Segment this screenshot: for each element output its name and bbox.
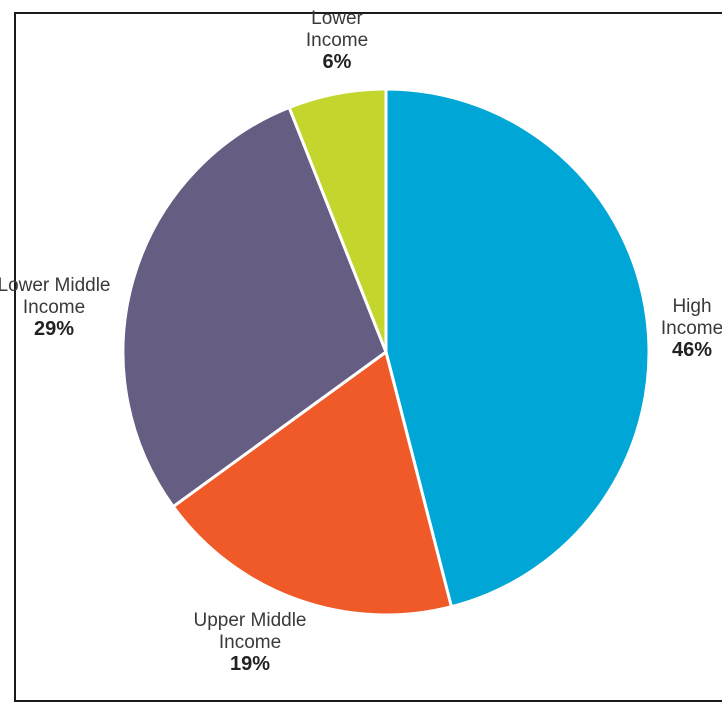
slice-label-text: Income — [23, 297, 85, 318]
pie-slices — [121, 87, 651, 617]
slice-label-text: Lower — [311, 8, 363, 29]
slice-label-text: Income — [219, 632, 281, 653]
slice-label-text: Upper Middle — [194, 610, 307, 631]
slice-label-text: Income — [661, 318, 722, 339]
slice-value-label: 29% — [34, 318, 74, 340]
slice-value-label: 19% — [230, 653, 270, 675]
slice-value-label: 6% — [323, 51, 352, 73]
slice-value-label: 46% — [672, 339, 712, 361]
slice-label-text: High — [672, 296, 711, 317]
slice-label-text: Income — [306, 30, 368, 51]
pie-slice-lower-middle-income — [121, 105, 388, 509]
pie-slice-upper-middle-income — [171, 350, 453, 617]
pie-slice-lower-income — [287, 87, 388, 354]
slice-label-text: Lower Middle — [0, 275, 111, 296]
pie-slice-high-income — [384, 87, 651, 609]
